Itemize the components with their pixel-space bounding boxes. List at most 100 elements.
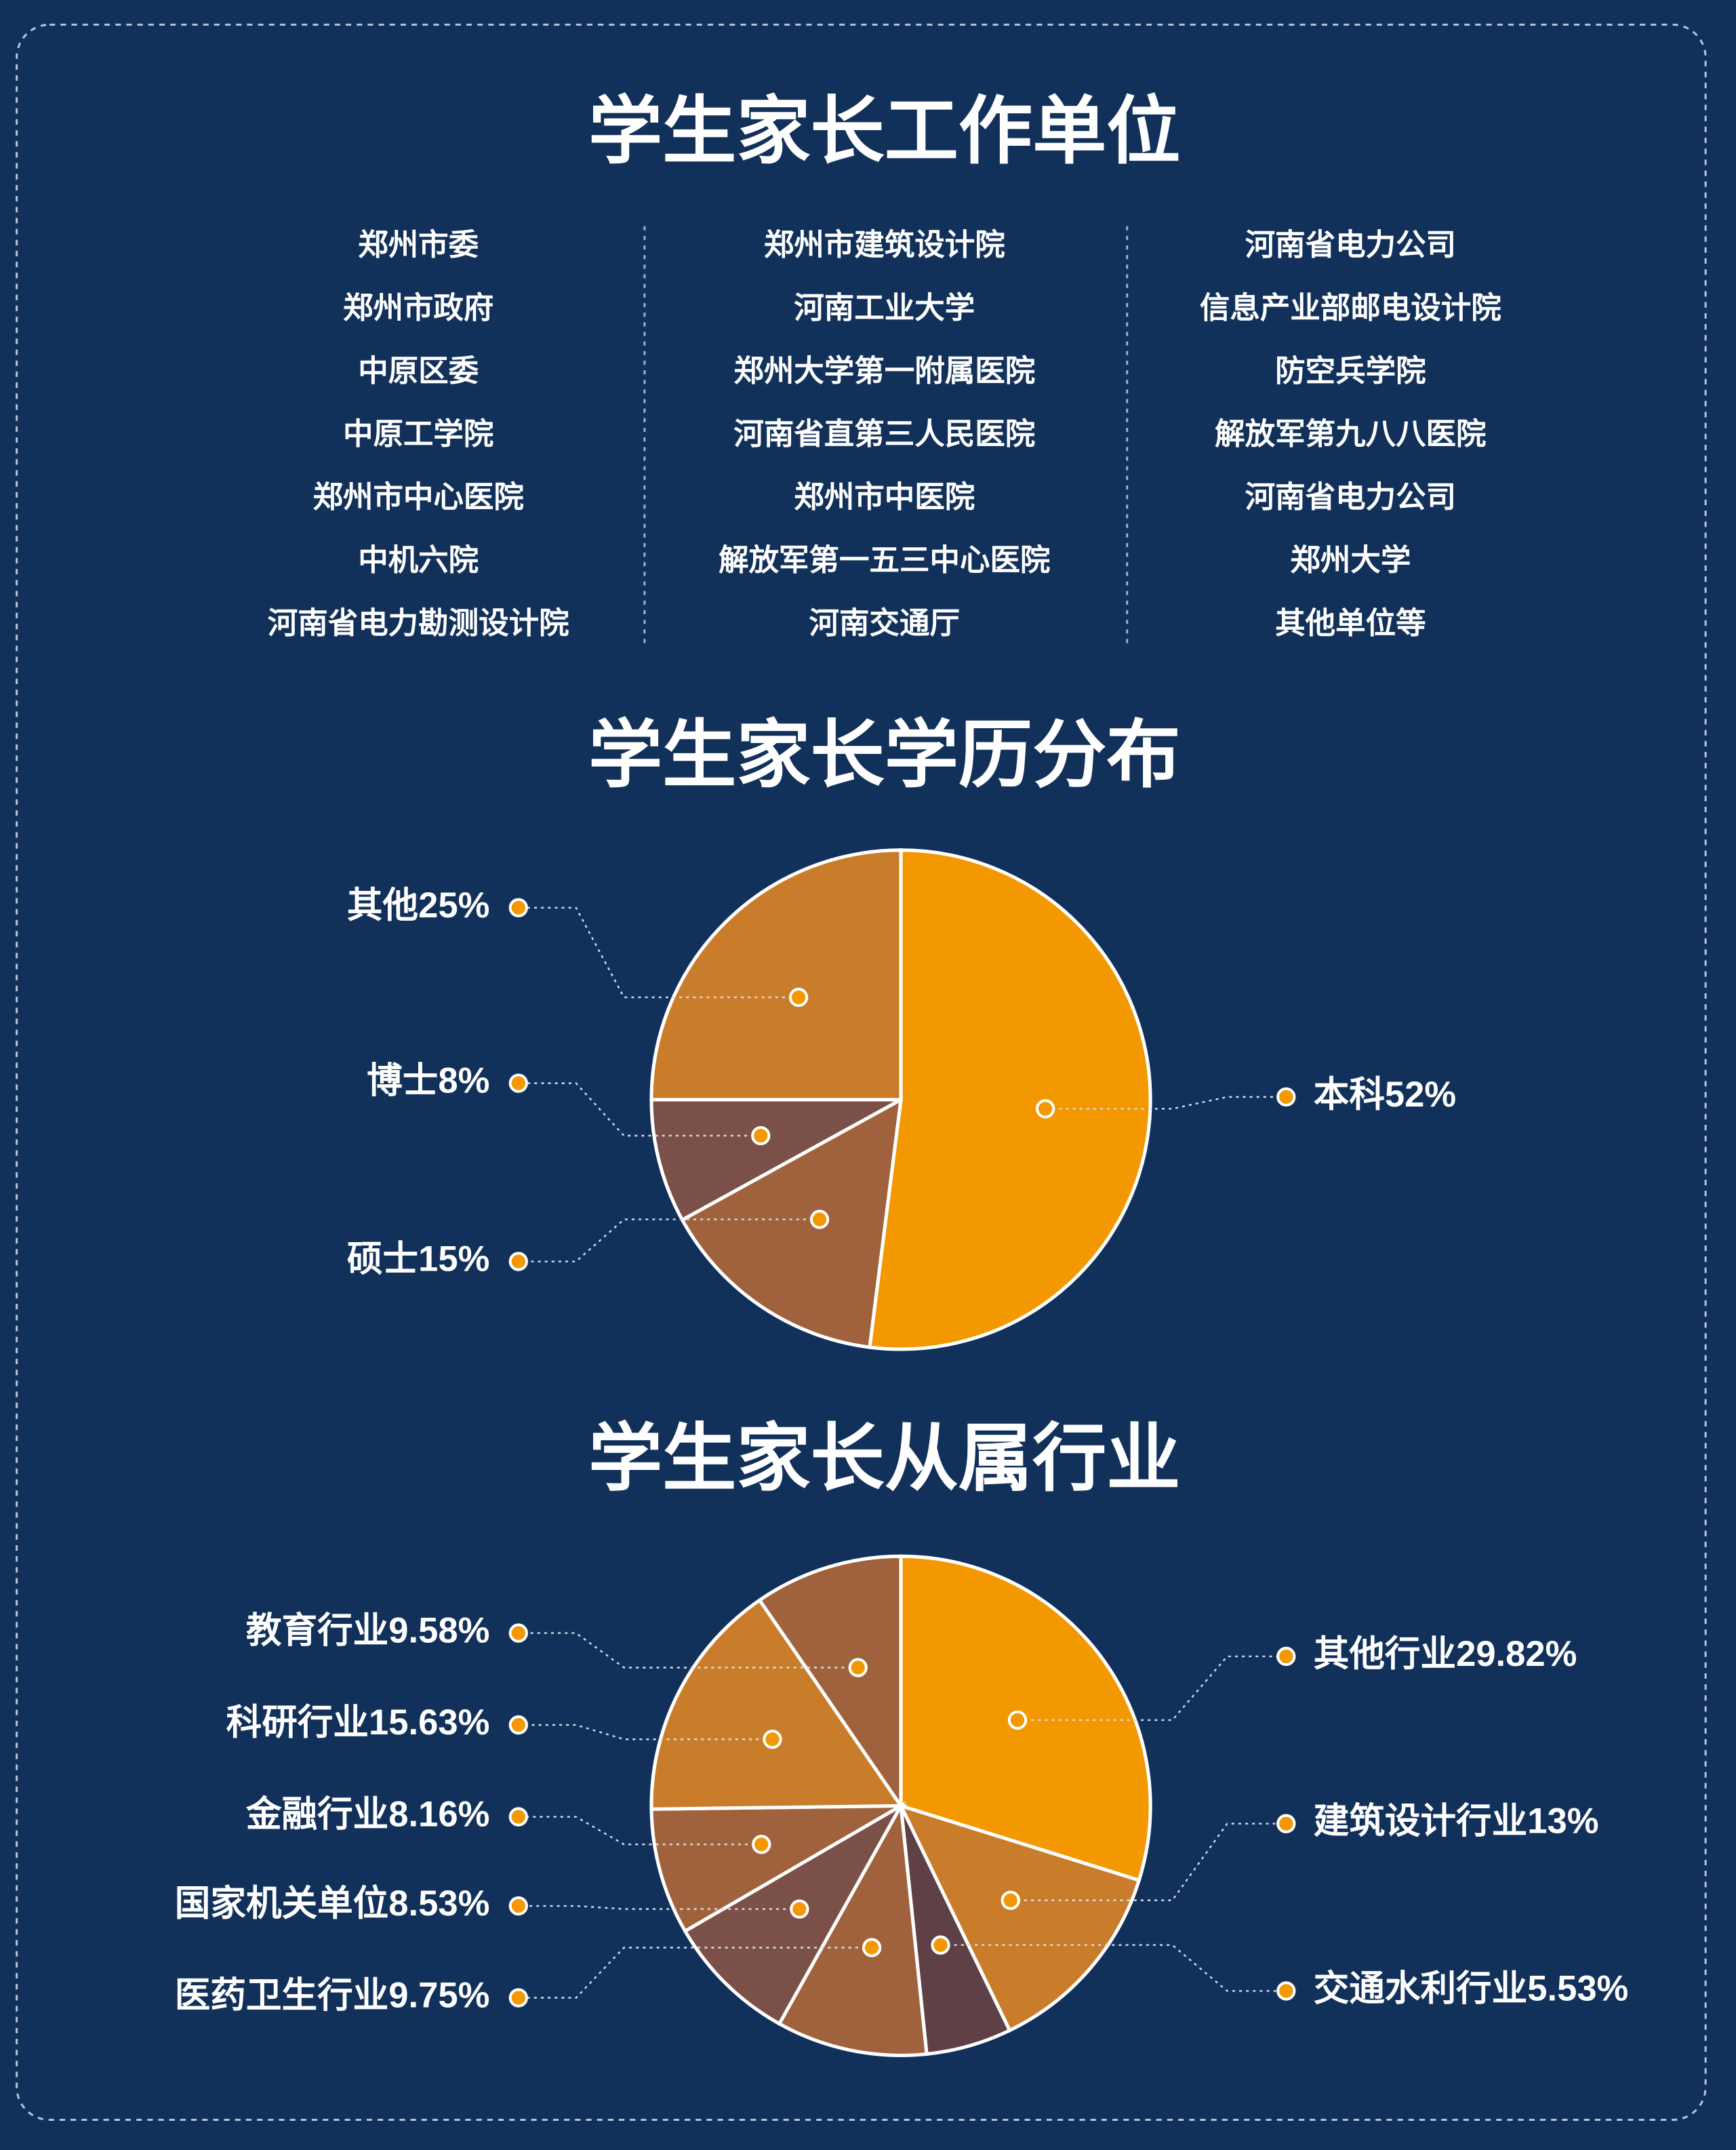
unit-item: 郑州市中医院 bbox=[794, 481, 975, 514]
pie-slice bbox=[897, 1803, 1142, 2033]
pie-slice bbox=[777, 1800, 929, 2057]
pie-slice bbox=[757, 1554, 903, 1812]
slice-label: 医药卫生行业9.75% bbox=[175, 1975, 490, 2015]
slice-label: 建筑设计行业13% bbox=[1314, 1801, 1599, 1842]
unit-item: 其他单位等 bbox=[1275, 607, 1426, 640]
unit-item: 防空兵学院 bbox=[1275, 355, 1426, 388]
unit-item: 郑州大学 bbox=[1290, 544, 1411, 577]
slice-label: 博士8% bbox=[367, 1061, 489, 1101]
unit-item: 郑州市中心医院 bbox=[312, 481, 523, 514]
pie-slice bbox=[649, 1098, 902, 1222]
leader-line bbox=[518, 1082, 761, 1137]
label-dot bbox=[508, 1623, 528, 1643]
section-title: 学生家长学历分布 bbox=[588, 714, 1181, 797]
anchor-dot bbox=[1035, 1099, 1055, 1119]
section-title: 学生家长从属行业 bbox=[588, 1418, 1181, 1500]
unit-item: 河南省电力公司 bbox=[1245, 228, 1456, 262]
leader-line bbox=[940, 1944, 1287, 1992]
category-name: 医药卫生行业 bbox=[175, 1975, 388, 2015]
label-dot bbox=[1276, 1087, 1296, 1107]
category-name: 其他行业 bbox=[1314, 1634, 1456, 1674]
unit-item: 解放军第一五三中心医院 bbox=[719, 544, 1050, 577]
slice-label: 硕士15% bbox=[347, 1239, 489, 1279]
category-name: 硕士 bbox=[347, 1239, 418, 1279]
value-label: 8% bbox=[438, 1061, 489, 1101]
value-label: 29.82% bbox=[1456, 1634, 1577, 1674]
unit-item: 河南工业大学 bbox=[794, 292, 975, 325]
leader-line bbox=[518, 1218, 820, 1262]
label-dot bbox=[1276, 1814, 1296, 1833]
value-label: 52% bbox=[1385, 1075, 1456, 1115]
value-label: 5.53% bbox=[1527, 1968, 1628, 2008]
category-name: 金融行业 bbox=[245, 1794, 388, 1834]
slice-label: 科研行业15.63% bbox=[226, 1703, 490, 1743]
unit-item: 河南省直第三人民医院 bbox=[733, 418, 1035, 451]
section-title: 学生家长工作单位 bbox=[588, 90, 1181, 173]
label-dot bbox=[1276, 1981, 1296, 2001]
unit-item: 河南省电力勘测设计院 bbox=[268, 607, 569, 640]
unit-item: 中原工学院 bbox=[343, 418, 493, 451]
anchor-dot bbox=[1001, 1890, 1020, 1910]
unit-item: 河南交通厅 bbox=[809, 607, 960, 640]
pie-slice bbox=[680, 1096, 904, 1349]
label-dot bbox=[508, 1807, 528, 1827]
leader-line bbox=[518, 1724, 773, 1740]
leader-line bbox=[1045, 1096, 1287, 1110]
category-name: 建筑设计行业 bbox=[1314, 1801, 1527, 1842]
label-dot bbox=[508, 1715, 528, 1735]
anchor-dot bbox=[1007, 1710, 1028, 1730]
value-label: 15.63% bbox=[369, 1703, 489, 1743]
unit-item: 郑州市委 bbox=[358, 228, 479, 262]
unit-item: 郑州市建筑设计院 bbox=[764, 228, 1005, 262]
category-name: 交通水利行业 bbox=[1314, 1968, 1527, 2008]
unit-item: 信息产业部邮电设计院 bbox=[1200, 292, 1501, 325]
category-name: 其他 bbox=[347, 885, 418, 925]
category-name: 博士 bbox=[367, 1061, 438, 1101]
anchor-dot bbox=[790, 1899, 809, 1919]
anchor-dot bbox=[931, 1935, 950, 1955]
category-name: 教育行业 bbox=[246, 1610, 388, 1650]
unit-item: 中原区委 bbox=[358, 355, 479, 388]
frame bbox=[16, 23, 1707, 2122]
leader-line bbox=[518, 1905, 800, 1910]
unit-item: 郑州大学第一附属医院 bbox=[733, 355, 1035, 388]
label-dot bbox=[508, 1073, 528, 1093]
anchor-dot bbox=[752, 1835, 771, 1854]
value-label: 25% bbox=[418, 885, 489, 925]
label-dot bbox=[1276, 1646, 1296, 1667]
unit-item: 中机六院 bbox=[358, 544, 479, 577]
category-name: 本科 bbox=[1314, 1075, 1385, 1115]
label-dot bbox=[508, 1896, 528, 1916]
leader-line bbox=[518, 1632, 858, 1669]
anchor-dot bbox=[763, 1730, 782, 1749]
value-label: 8.16% bbox=[388, 1794, 489, 1834]
leader-line bbox=[1017, 1655, 1287, 1721]
anchor-dot bbox=[788, 987, 809, 1008]
slice-label: 其他25% bbox=[347, 885, 489, 925]
slice-label: 金融行业8.16% bbox=[245, 1794, 489, 1834]
slice-label: 国家机关单位8.53% bbox=[175, 1884, 490, 1924]
pie-slice bbox=[649, 1804, 908, 1934]
label-dot bbox=[508, 898, 528, 917]
value-label: 9.75% bbox=[388, 1975, 489, 2015]
category-name: 国家机关单位 bbox=[175, 1884, 388, 1924]
pie-slice bbox=[649, 1597, 904, 1811]
label-dot bbox=[508, 1252, 528, 1271]
anchor-dot bbox=[809, 1210, 830, 1229]
anchor-dot bbox=[862, 1938, 882, 1957]
slice-label: 教育行业9.58% bbox=[246, 1610, 489, 1650]
unit-item: 解放军第九八八医院 bbox=[1215, 418, 1486, 451]
unit-item: 郑州市政府 bbox=[343, 292, 493, 325]
value-label: 15% bbox=[418, 1239, 489, 1279]
pie-slice bbox=[868, 848, 1152, 1351]
unit-item: 河南省电力公司 bbox=[1245, 481, 1456, 514]
value-label: 13% bbox=[1527, 1801, 1598, 1842]
slice-label: 本科52% bbox=[1314, 1075, 1456, 1115]
leader-line bbox=[518, 1947, 872, 1999]
anchor-dot bbox=[751, 1126, 771, 1146]
slice-label: 交通水利行业5.53% bbox=[1314, 1968, 1629, 2008]
pie-slice bbox=[649, 848, 903, 1102]
leader-line bbox=[518, 1816, 762, 1846]
